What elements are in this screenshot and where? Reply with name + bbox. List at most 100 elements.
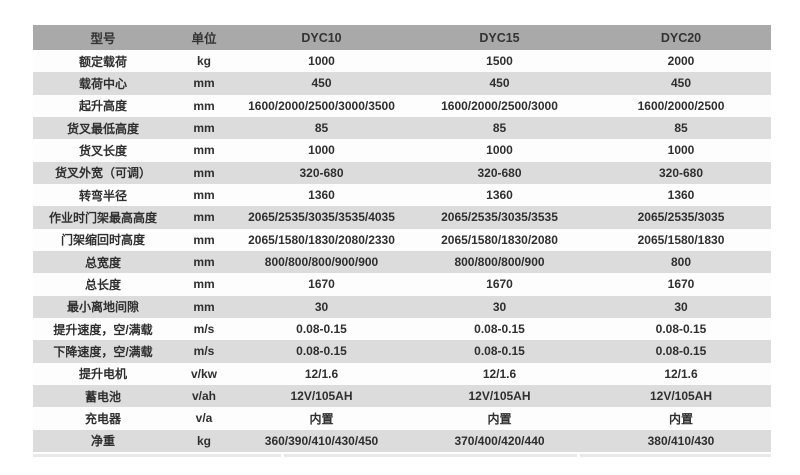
spec-label-cell: 提升速度，空/满载: [33, 317, 173, 341]
table-row: 载荷中心 mm 450 450 450: [33, 72, 771, 95]
unit-cell: mm: [173, 228, 235, 251]
value-cell-dyc15: 12/1.6: [408, 362, 591, 385]
table-row: 净重 kg 360/390/410/430/450 370/400/420/440 38…: [33, 429, 771, 452]
spec-label-cell: 总宽度: [33, 250, 173, 274]
spec-label-cell: 货叉长度: [33, 139, 173, 162]
spec-label-cell: 货叉外宽（可调）: [33, 161, 173, 184]
value-cell-dyc10: 内置: [235, 407, 408, 430]
spec-label-cell: 货叉最低高度: [33, 116, 173, 140]
unit-cell: mm: [173, 183, 235, 207]
value-cell-dyc15: 1000: [408, 139, 591, 162]
value-cell-dyc15: 85: [408, 116, 591, 140]
value-cell-dyc10: 800/800/800/900/900: [235, 250, 408, 274]
header-model: 型号: [33, 25, 173, 50]
value-cell-dyc10: 1360: [235, 183, 408, 207]
unit-cell: v/a: [173, 407, 235, 430]
unit-cell: mm: [173, 206, 235, 229]
value-cell-dyc15: 2065/1580/1830/2080: [408, 228, 591, 251]
header-dyc10: DYC10: [235, 25, 408, 50]
value-cell-dyc10: 1600/2000/2500/3000/3500: [235, 94, 408, 117]
value-cell-dyc15: 30: [408, 295, 591, 318]
value-cell-dyc15: 内置: [408, 407, 591, 430]
value-cell-dyc20: 2065/1580/1830: [591, 228, 771, 251]
spec-label-cell: 起升高度: [33, 94, 173, 117]
spec-label-cell: 作业时门架最高高度: [33, 206, 173, 229]
table-row: 总长度 mm 1670 1670 1670: [33, 273, 771, 296]
table-row: 下降速度，空/满载 m/s 0.08-0.15 0.08-0.15 0.08-0.15: [33, 340, 771, 363]
value-cell-dyc10: 320-680: [235, 161, 408, 184]
unit-cell: kg: [173, 429, 235, 452]
forklift-spec-table: 型号 单位 DYC10 DYC15 DYC20 额定载荷 kg 1000 1500 20…: [33, 25, 771, 452]
unit-cell: mm: [173, 273, 235, 296]
spec-label-cell: 净重: [33, 429, 173, 452]
value-cell-dyc20: 320-680: [591, 161, 771, 184]
partial-next-row-segment: [284, 454, 577, 457]
value-cell-dyc20: 0.08-0.15: [591, 317, 771, 341]
value-cell-dyc20: 2000: [591, 50, 771, 73]
partial-next-row-segment: [33, 454, 281, 457]
value-cell-dyc15: 1600/2000/2500/3000: [408, 94, 591, 117]
value-cell-dyc10: 12V/105AH: [235, 384, 408, 408]
value-cell-dyc10: 12/1.6: [235, 362, 408, 385]
value-cell-dyc10: 2065/2535/3035/3535/4035: [235, 206, 408, 229]
value-cell-dyc15: 320-680: [408, 161, 591, 184]
header-row: 型号 单位 DYC10 DYC15 DYC20: [33, 25, 771, 50]
value-cell-dyc10: 0.08-0.15: [235, 317, 408, 341]
header-unit: 单位: [173, 25, 235, 50]
value-cell-dyc15: 12V/105AH: [408, 384, 591, 408]
value-cell-dyc15: 370/400/420/440: [408, 429, 591, 452]
value-cell-dyc10: 2065/1580/1830/2080/2330: [235, 228, 408, 251]
value-cell-dyc10: 1000: [235, 139, 408, 162]
spec-label-cell: 充电器: [33, 407, 173, 430]
value-cell-dyc15: 450: [408, 72, 591, 95]
spec-label-cell: 提升电机: [33, 362, 173, 385]
value-cell-dyc10: 0.08-0.15: [235, 340, 408, 363]
value-cell-dyc20: 0.08-0.15: [591, 340, 771, 363]
table-row: 蓄电池 v/ah 12V/105AH 12V/105AH 12V/105AH: [33, 384, 771, 408]
table-row: 货叉长度 mm 1000 1000 1000: [33, 139, 771, 162]
unit-cell: mm: [173, 116, 235, 140]
unit-cell: kg: [173, 50, 235, 73]
value-cell-dyc20: 1360: [591, 183, 771, 207]
table-row: 门架缩回时高度 mm 2065/1580/1830/2080/2330 2065/15…: [33, 228, 771, 251]
value-cell-dyc10: 450: [235, 72, 408, 95]
value-cell-dyc10: 1000: [235, 50, 408, 73]
spec-label-cell: 转弯半径: [33, 183, 173, 207]
spec-label-cell: 门架缩回时高度: [33, 228, 173, 251]
unit-cell: m/s: [173, 340, 235, 363]
value-cell-dyc10: 1670: [235, 273, 408, 296]
table-row: 提升速度，空/满载 m/s 0.08-0.15 0.08-0.15 0.08-0.15: [33, 317, 771, 341]
value-cell-dyc15: 1500: [408, 50, 591, 73]
value-cell-dyc20: 800: [591, 250, 771, 274]
value-cell-dyc15: 2065/2535/3035/3535: [408, 206, 591, 229]
partial-next-row-segment: [580, 454, 771, 457]
unit-cell: v/kw: [173, 362, 235, 385]
unit-cell: mm: [173, 295, 235, 318]
unit-cell: v/ah: [173, 384, 235, 408]
value-cell-dyc20: 12V/105AH: [591, 384, 771, 408]
value-cell-dyc15: 1670: [408, 273, 591, 296]
value-cell-dyc10: 360/390/410/430/450: [235, 429, 408, 452]
unit-cell: m/s: [173, 317, 235, 341]
table-row: 货叉外宽（可调） mm 320-680 320-680 320-680: [33, 161, 771, 184]
table-row: 作业时门架最高高度 mm 2065/2535/3035/3535/4035 2065/…: [33, 206, 771, 229]
unit-cell: mm: [173, 250, 235, 274]
value-cell-dyc20: 85: [591, 116, 771, 140]
value-cell-dyc15: 800/800/800/900: [408, 250, 591, 274]
table-row: 转弯半径 mm 1360 1360 1360: [33, 183, 771, 207]
spec-label-cell: 额定载荷: [33, 50, 173, 73]
unit-cell: mm: [173, 72, 235, 95]
value-cell-dyc20: 内置: [591, 407, 771, 430]
table-row: 提升电机 v/kw 12/1.6 12/1.6 12/1.6: [33, 362, 771, 385]
header-dyc20: DYC20: [591, 25, 771, 50]
value-cell-dyc20: 380/410/430: [591, 429, 771, 452]
spec-label-cell: 最小离地间隙: [33, 295, 173, 318]
value-cell-dyc10: 30: [235, 295, 408, 318]
table-row: 最小离地间隙 mm 30 30 30: [33, 295, 771, 318]
spec-label-cell: 总长度: [33, 273, 173, 296]
unit-cell: mm: [173, 161, 235, 184]
value-cell-dyc15: 0.08-0.15: [408, 317, 591, 341]
unit-cell: mm: [173, 139, 235, 162]
unit-cell: mm: [173, 94, 235, 117]
